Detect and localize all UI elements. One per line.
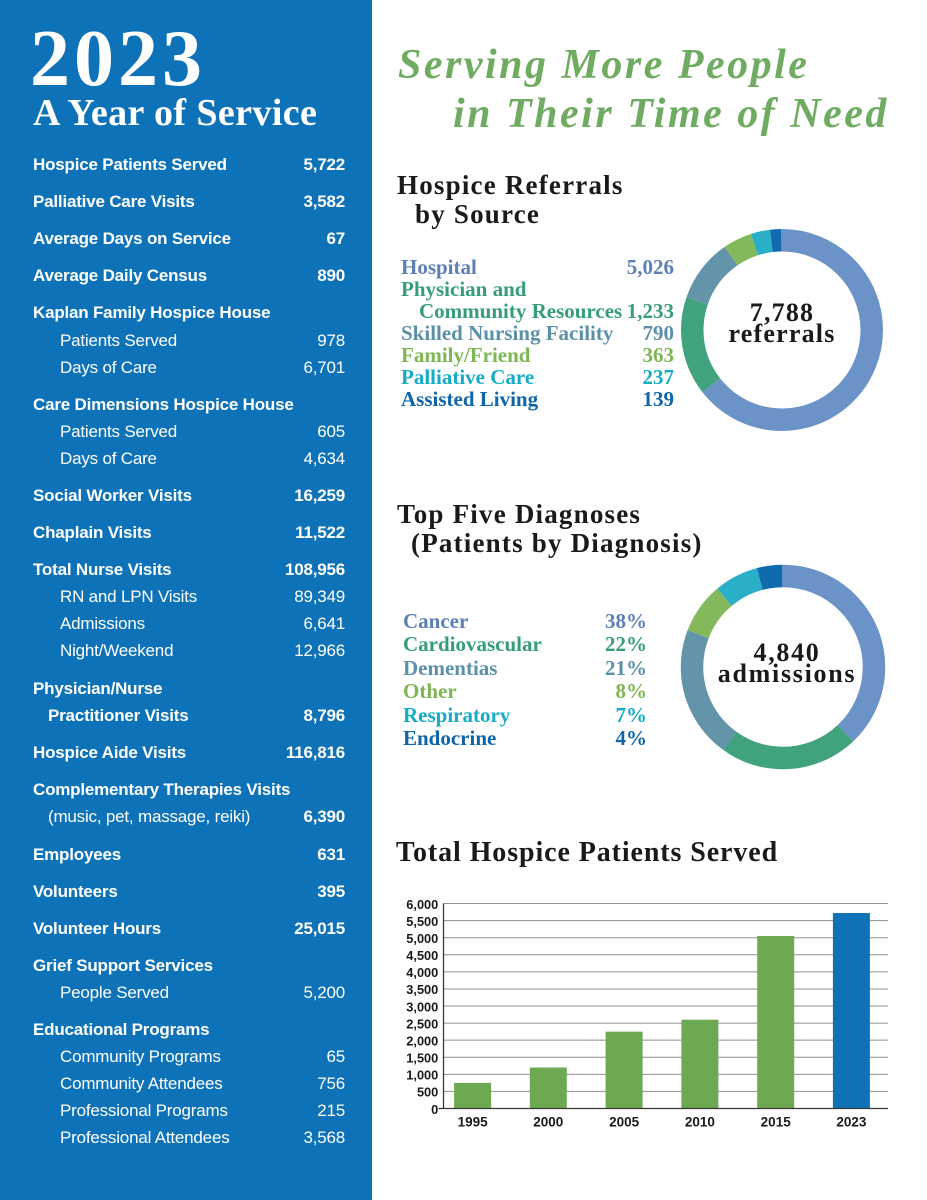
svg-text:2000: 2000 — [533, 1114, 563, 1129]
svg-text:2,500: 2,500 — [406, 1016, 438, 1031]
svg-text:6,000: 6,000 — [406, 897, 438, 912]
svg-text:5,500: 5,500 — [406, 914, 438, 929]
svg-text:2015: 2015 — [761, 1114, 792, 1129]
svg-text:4,000: 4,000 — [406, 965, 438, 980]
svg-text:0: 0 — [431, 1102, 438, 1117]
svg-text:2,000: 2,000 — [406, 1033, 438, 1048]
svg-text:4,500: 4,500 — [406, 948, 438, 963]
svg-text:3,000: 3,000 — [406, 999, 438, 1014]
svg-text:2023: 2023 — [836, 1114, 867, 1129]
svg-text:1995: 1995 — [458, 1114, 489, 1129]
svg-text:2010: 2010 — [685, 1114, 715, 1129]
svg-text:500: 500 — [417, 1085, 438, 1100]
svg-text:5,000: 5,000 — [406, 931, 438, 946]
svg-text:1,500: 1,500 — [406, 1051, 438, 1066]
svg-text:1,000: 1,000 — [406, 1068, 438, 1083]
svg-text:2005: 2005 — [609, 1114, 640, 1129]
svg-text:3,500: 3,500 — [406, 982, 438, 997]
